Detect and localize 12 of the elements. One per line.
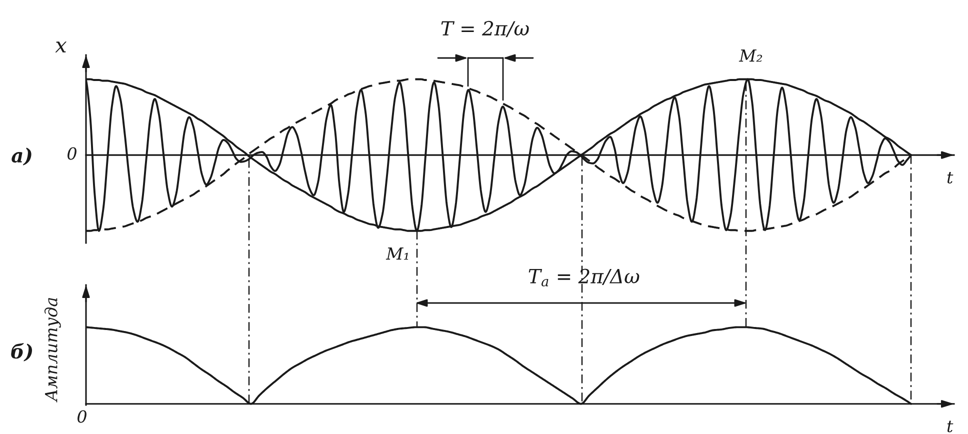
text: M₁ — [386, 247, 408, 260]
text: T$_{a}$ = 2π/Δω — [528, 268, 640, 286]
x-axis-title: t — [947, 172, 954, 184]
text: T = 2π/ω — [441, 20, 529, 38]
text: а) — [12, 148, 32, 166]
text: б) — [11, 343, 32, 362]
y-axis-title: x — [55, 42, 67, 52]
x-axis-title: t — [947, 420, 954, 432]
text: 0 — [78, 410, 86, 423]
text: M₂ — [738, 49, 762, 62]
text: 0 — [68, 147, 76, 160]
y-axis-title: Амплитуда — [44, 298, 61, 402]
